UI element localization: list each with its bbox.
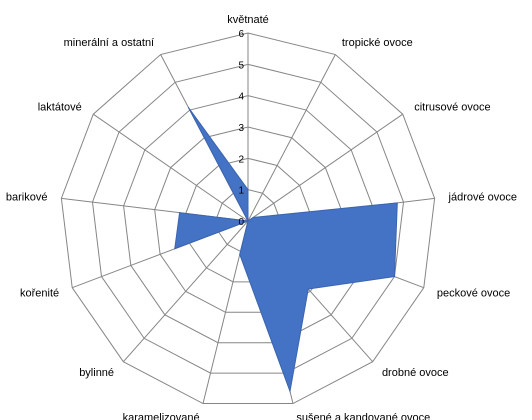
tick-label-3: 3 [238, 123, 244, 134]
category-label-1: květnaté [227, 14, 269, 26]
category-label-9: bylinné [79, 367, 114, 379]
category-label-13: minerální a ostatní [64, 37, 155, 49]
category-label-3: citrusové ovoce [414, 101, 490, 113]
tick-label-1: 1 [238, 186, 244, 197]
tick-label-5: 5 [238, 60, 244, 71]
category-label-5: peckové ovoce [437, 288, 510, 300]
radial-tick-labels: 0 1 2 3 4 5 6 [238, 29, 244, 228]
grid-ring-2 [185, 157, 311, 283]
category-label-4: jádrové ovoce [448, 192, 518, 204]
category-labels: květnaté tropické ovoce citrusové ovoce jád… [6, 14, 517, 420]
category-label-12: laktátové [38, 101, 82, 113]
tick-label-2: 2 [238, 154, 244, 165]
tick-label-0: 0 [238, 217, 244, 228]
grid-spoke-9 [122, 220, 249, 363]
category-label-6: drobné ovoce [382, 367, 449, 379]
category-label-7: sušené a kandované ovoce [296, 412, 430, 420]
grid-spoke-2 [247, 54, 336, 222]
category-label-10: kořenité [20, 288, 59, 300]
grid-ring-4 [123, 95, 373, 344]
series-layer [174, 106, 398, 394]
grid-ring-5 [91, 63, 405, 374]
series-area-1 [174, 106, 398, 394]
category-label-11: barikové [6, 192, 48, 204]
grid-spoke-3 [247, 113, 404, 222]
grid-ring-6 [60, 32, 436, 405]
category-label-2: tropické ovoce [342, 37, 413, 49]
category-label-8: karamelizované [123, 412, 200, 420]
grid-spoke-12 [92, 113, 249, 222]
tick-label-6: 6 [238, 29, 244, 40]
tick-label-4: 4 [238, 92, 244, 103]
grid-ring-3 [154, 126, 342, 313]
